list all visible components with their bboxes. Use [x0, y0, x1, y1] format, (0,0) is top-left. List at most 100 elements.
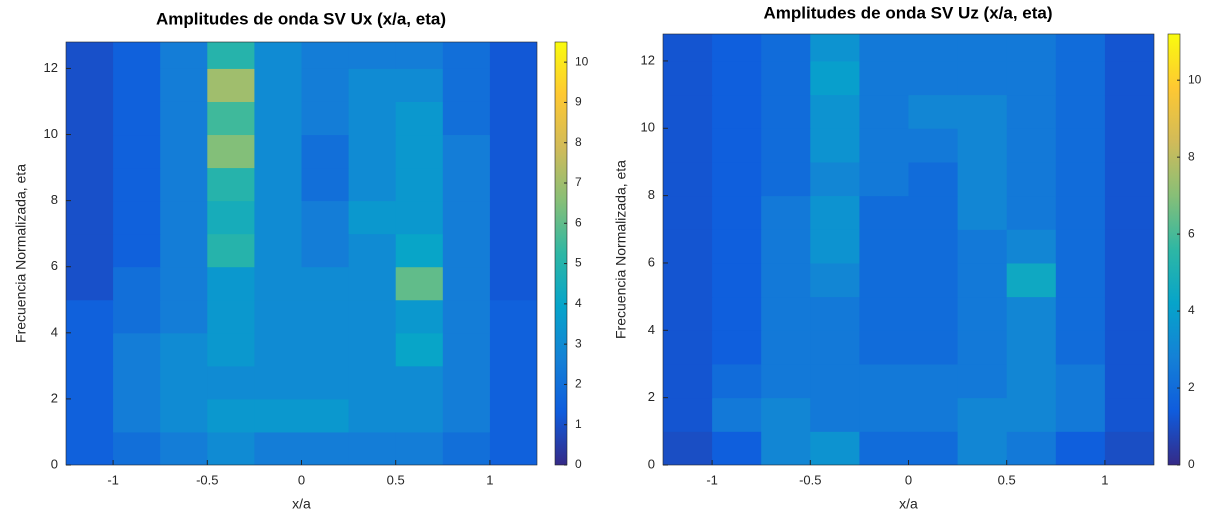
heatmap-cell	[160, 167, 208, 202]
heatmap-cell	[395, 42, 444, 69]
heatmap-cell	[957, 161, 1008, 197]
heatmap-cell	[160, 200, 208, 235]
heatmap-cell	[113, 167, 161, 202]
heatmap-cell	[66, 42, 114, 69]
heatmap-cell	[663, 363, 713, 399]
heatmap-cell	[348, 134, 397, 169]
heatmap-cell	[442, 200, 491, 235]
y-tick-label: 10	[44, 126, 58, 141]
heatmap-cell	[908, 262, 959, 298]
heatmap-cell	[442, 398, 491, 433]
heatmap-cell	[1006, 161, 1057, 197]
y-tick-label: 12	[44, 60, 58, 75]
heatmap-cell	[301, 200, 350, 235]
heatmap-cell	[160, 431, 208, 465]
heatmap-cell	[957, 330, 1008, 365]
heatmap-cell	[859, 195, 909, 230]
heatmap-cell	[254, 233, 302, 268]
heatmap-cell	[908, 397, 959, 432]
heatmap-cell	[908, 431, 959, 465]
heatmap-cell	[761, 330, 811, 365]
heatmap-cell	[712, 60, 762, 96]
heatmap-cell	[489, 431, 537, 465]
heatmap-cell	[160, 68, 208, 102]
heatmap-cell	[348, 299, 397, 334]
heatmap-cell	[1055, 330, 1106, 365]
heatmap-cell	[1055, 262, 1106, 298]
heatmap-cell	[489, 68, 537, 102]
heatmap-cell	[66, 101, 114, 136]
heatmap-cell	[301, 365, 350, 400]
heatmap-cell	[442, 167, 491, 202]
heatmap-cells	[66, 42, 537, 465]
heatmap-cell	[442, 299, 491, 334]
heatmap-cell	[1104, 262, 1154, 298]
heatmap-cell	[207, 398, 255, 433]
heatmap-cell	[395, 134, 444, 169]
heatmap-cell	[207, 68, 255, 102]
heatmap-cell	[1055, 229, 1106, 264]
heatmap-cell	[712, 296, 762, 331]
heatmap-cell	[301, 68, 350, 102]
heatmap-cell	[348, 365, 397, 400]
heatmap-cell	[254, 266, 302, 301]
heatmap-cell	[761, 262, 811, 298]
heatmap-cell	[254, 398, 302, 433]
heatmap-cell	[859, 94, 909, 129]
heatmap-cell	[395, 101, 444, 136]
heatmap-cell	[712, 330, 762, 365]
y-tick-label: 6	[51, 258, 58, 273]
heatmap-cell	[859, 229, 909, 264]
heatmap-cell	[810, 229, 860, 264]
heatmap-cell	[254, 167, 302, 202]
heatmap-cell	[113, 299, 161, 334]
colorbar-tick-label: 10	[575, 54, 589, 68]
heatmap-cell	[1006, 296, 1057, 331]
heatmap-cell	[442, 266, 491, 301]
heatmap-cell	[207, 134, 255, 169]
x-tick-label: -0.5	[799, 472, 821, 487]
heatmap-cell	[160, 266, 208, 301]
heatmap-cell	[160, 299, 208, 334]
heatmap-cell	[348, 233, 397, 268]
heatmap-cell	[810, 431, 860, 465]
heatmap-cell	[908, 229, 959, 264]
heatmap-cell	[859, 60, 909, 96]
chart-title: Amplitudes de onda SV Ux (x/a, eta)	[156, 9, 446, 28]
heatmap-cell	[207, 42, 255, 69]
heatmap-cell	[859, 296, 909, 331]
heatmap-cell	[761, 296, 811, 331]
heatmap-cell	[1104, 94, 1154, 129]
heatmap-cell	[1006, 431, 1057, 465]
heatmap-cell	[348, 200, 397, 235]
heatmap-cell	[663, 296, 713, 331]
colorbar	[1167, 33, 1181, 466]
heatmap-cell	[489, 167, 537, 202]
heatmap-cell	[254, 431, 302, 465]
heatmap-cell	[207, 266, 255, 301]
x-axis-label: x/a	[292, 496, 311, 512]
heatmap-cell	[1055, 128, 1106, 163]
heatmap-cell	[254, 101, 302, 136]
heatmap-cell	[442, 365, 491, 400]
heatmap-cell	[160, 365, 208, 400]
heatmap-cell	[489, 134, 537, 169]
heatmap-cell	[1104, 431, 1154, 465]
heatmap-cell	[113, 365, 161, 400]
heatmap-cell	[442, 233, 491, 268]
heatmap-cell	[1104, 128, 1154, 163]
heatmap-cell	[663, 262, 713, 298]
heatmap-cell	[113, 42, 161, 69]
heatmap-cell	[810, 195, 860, 230]
heatmap-cell	[957, 195, 1008, 230]
heatmap-cell	[1104, 195, 1154, 230]
heatmap-cell	[395, 398, 444, 433]
heatmap-cell	[1104, 397, 1154, 432]
heatmap-cell	[1055, 94, 1106, 129]
heatmap-cell	[1055, 296, 1106, 331]
heatmap-cell	[395, 299, 444, 334]
heatmap-cell	[663, 195, 713, 230]
heatmap-cell	[810, 296, 860, 331]
heatmap-cell	[207, 167, 255, 202]
heatmap-cell	[1006, 330, 1057, 365]
